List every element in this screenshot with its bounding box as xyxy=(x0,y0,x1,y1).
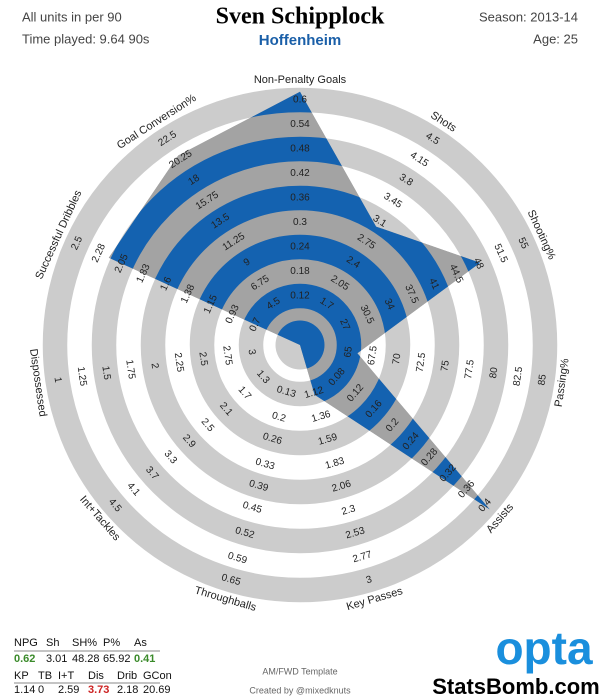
tick-label: 2.28 xyxy=(90,242,108,265)
table-value: 0 xyxy=(38,684,44,696)
tick-label: 0.59 xyxy=(226,550,248,566)
tick-label: 2.5 xyxy=(196,351,209,367)
table-value: 2.18 xyxy=(117,684,138,696)
tick-label: 0.42 xyxy=(290,168,310,179)
table-header: GCon xyxy=(143,670,172,682)
table-header: As xyxy=(134,637,147,649)
tick-label: 4.15 xyxy=(408,150,431,170)
tick-label: 0.54 xyxy=(290,119,310,130)
tick-label: 2.75 xyxy=(220,345,234,366)
credit: Created by @mixedknuts xyxy=(249,685,351,695)
tick-label: 1.75 xyxy=(123,359,137,380)
tick-label: 2.5 xyxy=(69,234,85,252)
tick-label: 2.25 xyxy=(172,352,186,373)
tick-label: 0.48 xyxy=(290,144,310,155)
tick-label: 0.26 xyxy=(261,431,283,447)
table-value: 1.14 xyxy=(14,684,35,696)
tick-label: 77.5 xyxy=(463,359,477,380)
table-header: SH% xyxy=(72,637,97,649)
tick-label: 1.83 xyxy=(324,456,346,472)
tick-label: 1.25 xyxy=(75,366,89,387)
tick-label: 1.6 xyxy=(159,275,175,293)
table-header: P% xyxy=(103,637,120,649)
tick-label: 9 xyxy=(242,256,253,268)
tick-label: 0.65 xyxy=(220,572,242,588)
tick-label: 2 xyxy=(149,362,161,370)
annotation: Season: 2013-14 xyxy=(479,9,578,24)
table-value: 3.73 xyxy=(88,684,109,696)
tick-label: 41 xyxy=(426,277,441,292)
tick-label: 72.5 xyxy=(415,352,429,373)
table-value: 0.62 xyxy=(14,653,35,665)
tick-label: 34 xyxy=(382,297,397,312)
tick-label: 1.59 xyxy=(317,432,339,448)
chart-title: Sven Schipplock xyxy=(216,4,385,30)
ring xyxy=(108,91,490,510)
tick-label: 2.3 xyxy=(340,503,357,518)
table-header: Dis xyxy=(88,670,104,682)
annotation: All units in per 90 xyxy=(22,9,122,24)
tick-label: 4.1 xyxy=(125,481,143,499)
tick-label: 75 xyxy=(439,359,452,372)
table-header: Drib xyxy=(117,670,137,682)
tick-label: 3 xyxy=(365,574,374,586)
tick-label: 0.24 xyxy=(290,242,310,253)
tick-label: 80 xyxy=(488,366,501,379)
logo: opta xyxy=(495,622,593,674)
tick-label: 2.77 xyxy=(351,549,373,565)
table-header: KP xyxy=(14,670,29,682)
tick-label: 2.5 xyxy=(199,416,217,434)
tick-label: 82.5 xyxy=(512,366,526,387)
tick-label: 85 xyxy=(536,373,549,386)
tick-label: 70 xyxy=(391,352,404,365)
tick-label: 1.36 xyxy=(310,409,332,425)
table-header: I+T xyxy=(58,670,74,682)
tick-label: 27 xyxy=(337,317,352,332)
tick-label: 3.45 xyxy=(381,191,404,211)
tick-label: 3.3 xyxy=(162,449,180,467)
tick-label: 2.53 xyxy=(344,525,366,541)
tick-label: 0.36 xyxy=(290,193,310,204)
tick-label: 1 xyxy=(52,376,64,384)
subtitle: Hoffenheim xyxy=(259,32,342,49)
tick-label: 0.39 xyxy=(248,478,270,494)
site: StatsBomb.com xyxy=(432,674,599,699)
axis-label: Non-Penalty Goals xyxy=(254,74,347,86)
tick-label: 1.12 xyxy=(303,385,325,401)
tick-label: 0.33 xyxy=(254,456,276,472)
tick-label: 1.5 xyxy=(99,365,112,381)
tick-label: 0.45 xyxy=(241,500,263,516)
tick-label: 0.12 xyxy=(290,291,310,302)
tick-label: 3 xyxy=(246,348,258,356)
tick-label: 67.5 xyxy=(366,345,380,366)
tick-label: 51.5 xyxy=(491,242,509,265)
table-header: TB xyxy=(38,670,52,682)
table-header: NPG xyxy=(14,637,38,649)
tick-label: 0.6 xyxy=(293,95,307,106)
table-value: 2.59 xyxy=(58,684,79,696)
tick-label: 0.18 xyxy=(290,266,310,277)
tick-label: 1.7 xyxy=(236,384,254,402)
annotation: Age: 25 xyxy=(533,31,578,46)
table-value: 20.69 xyxy=(143,684,171,696)
tick-label: 48 xyxy=(471,256,486,271)
table-header: Sh xyxy=(46,637,59,649)
template-note: AM/FWD Template xyxy=(262,666,337,676)
tick-label: 0.7 xyxy=(248,316,264,334)
table-value: 3.01 xyxy=(46,653,67,665)
tick-label: 0.2 xyxy=(271,410,288,425)
ring xyxy=(108,136,490,510)
table-value: 0.41 xyxy=(134,653,155,665)
tick-label: 55 xyxy=(515,236,530,251)
table-value: 65.92 xyxy=(103,653,131,665)
tick-label: 2.06 xyxy=(331,478,353,494)
tick-label: 65 xyxy=(342,345,355,358)
table-value: 48.28 xyxy=(72,653,100,665)
tick-label: 0.3 xyxy=(293,217,307,228)
tick-label: 0.52 xyxy=(234,525,256,541)
annotation: Time played: 9.64 90s xyxy=(22,31,150,46)
tick-label: 0.13 xyxy=(275,384,297,400)
